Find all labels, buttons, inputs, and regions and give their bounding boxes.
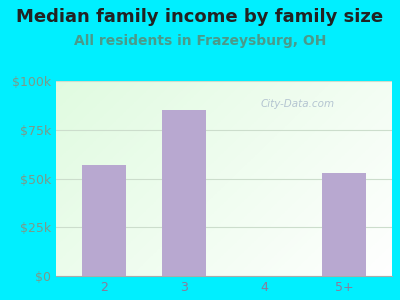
Text: Median family income by family size: Median family income by family size (16, 8, 384, 26)
Bar (82, 165, 126, 276)
Bar (162, 110, 206, 276)
Text: All residents in Frazeysburg, OH: All residents in Frazeysburg, OH (74, 34, 326, 49)
Text: City-Data.com: City-Data.com (261, 99, 335, 110)
Bar (322, 172, 366, 276)
